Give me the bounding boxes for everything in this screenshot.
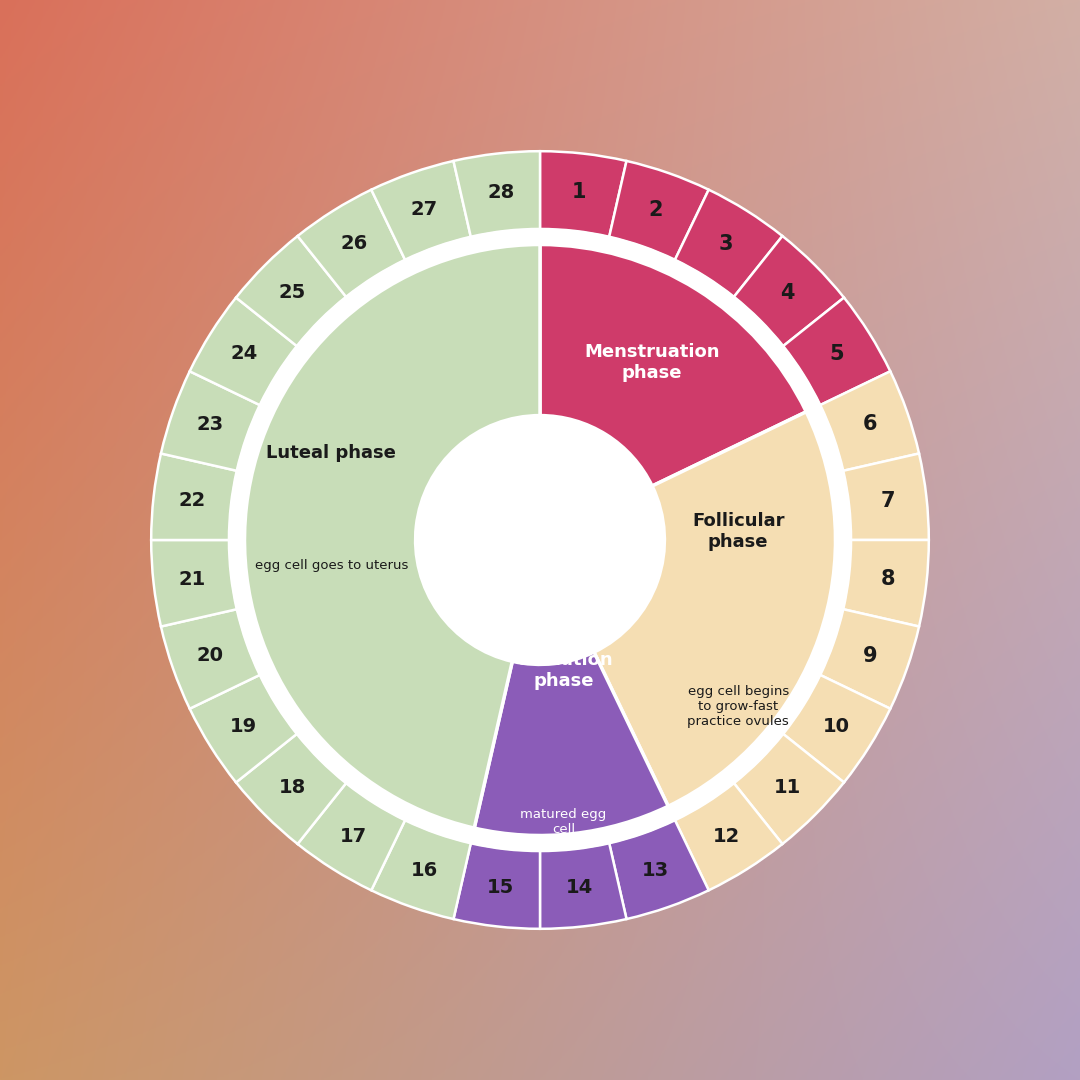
Wedge shape bbox=[540, 151, 626, 237]
Wedge shape bbox=[244, 244, 540, 828]
Wedge shape bbox=[675, 783, 782, 890]
Text: 12: 12 bbox=[713, 827, 740, 846]
Wedge shape bbox=[540, 244, 807, 486]
Text: 14: 14 bbox=[566, 878, 593, 897]
Wedge shape bbox=[843, 454, 929, 540]
Wedge shape bbox=[609, 161, 708, 260]
Wedge shape bbox=[237, 237, 346, 346]
Wedge shape bbox=[594, 411, 836, 807]
Text: 20: 20 bbox=[197, 646, 224, 665]
Text: 19: 19 bbox=[230, 717, 257, 735]
Wedge shape bbox=[161, 372, 260, 471]
Wedge shape bbox=[190, 675, 297, 782]
Text: 23: 23 bbox=[197, 415, 224, 434]
Wedge shape bbox=[237, 734, 346, 843]
Text: 28: 28 bbox=[487, 183, 514, 202]
Circle shape bbox=[419, 419, 661, 661]
Wedge shape bbox=[820, 609, 919, 708]
Wedge shape bbox=[190, 298, 297, 405]
Text: Ovulation
phase: Ovulation phase bbox=[515, 651, 612, 690]
Text: 9: 9 bbox=[863, 646, 878, 665]
Text: egg cell begins
to grow-fast
practice ovules: egg cell begins to grow-fast practice ov… bbox=[687, 685, 789, 728]
Wedge shape bbox=[783, 298, 890, 405]
Wedge shape bbox=[540, 843, 626, 929]
Text: 16: 16 bbox=[410, 861, 438, 880]
Wedge shape bbox=[454, 843, 540, 929]
Wedge shape bbox=[298, 190, 405, 297]
Text: 2: 2 bbox=[648, 200, 663, 219]
Wedge shape bbox=[783, 675, 890, 782]
Wedge shape bbox=[372, 820, 471, 919]
Text: 24: 24 bbox=[230, 345, 257, 363]
Wedge shape bbox=[609, 820, 708, 919]
Wedge shape bbox=[372, 161, 471, 260]
Text: Luteal phase: Luteal phase bbox=[267, 444, 396, 462]
Wedge shape bbox=[454, 151, 540, 237]
Text: 22: 22 bbox=[178, 491, 206, 511]
Wedge shape bbox=[675, 190, 782, 297]
Text: 5: 5 bbox=[829, 343, 843, 364]
Text: 10: 10 bbox=[823, 717, 850, 735]
Wedge shape bbox=[843, 540, 929, 626]
Wedge shape bbox=[734, 237, 843, 346]
Text: 15: 15 bbox=[487, 878, 514, 897]
Wedge shape bbox=[298, 783, 405, 890]
Text: 1: 1 bbox=[572, 183, 586, 202]
Wedge shape bbox=[474, 652, 669, 836]
Text: 3: 3 bbox=[719, 233, 733, 254]
Circle shape bbox=[229, 229, 851, 851]
Text: Follicular
phase: Follicular phase bbox=[692, 512, 784, 551]
Text: 21: 21 bbox=[178, 569, 206, 589]
Text: 6: 6 bbox=[863, 415, 878, 434]
Text: 13: 13 bbox=[642, 861, 670, 880]
Text: 26: 26 bbox=[340, 234, 367, 253]
Text: Menstruation
phase: Menstruation phase bbox=[584, 342, 719, 381]
Wedge shape bbox=[161, 609, 260, 708]
Wedge shape bbox=[820, 372, 919, 471]
Text: 25: 25 bbox=[279, 283, 307, 302]
Wedge shape bbox=[151, 540, 237, 626]
Text: 8: 8 bbox=[880, 569, 895, 590]
Text: 27: 27 bbox=[410, 200, 438, 219]
Text: matured egg
cell: matured egg cell bbox=[521, 808, 607, 836]
Text: 7: 7 bbox=[880, 490, 895, 511]
Wedge shape bbox=[734, 734, 843, 843]
Text: 17: 17 bbox=[340, 827, 367, 846]
Text: 11: 11 bbox=[773, 778, 801, 797]
Text: 18: 18 bbox=[279, 778, 307, 797]
Text: 4: 4 bbox=[780, 283, 795, 302]
Text: egg cell goes to uterus: egg cell goes to uterus bbox=[255, 558, 408, 571]
Wedge shape bbox=[151, 454, 237, 540]
